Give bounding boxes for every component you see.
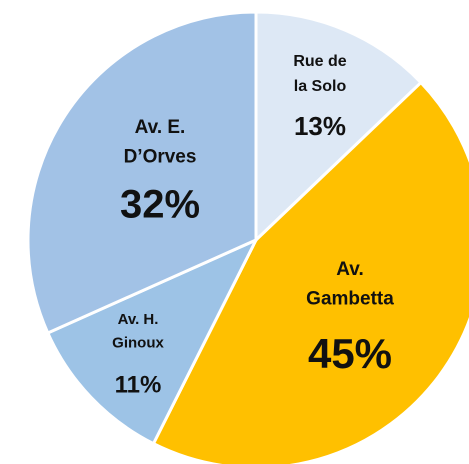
pie-slice (45, 236, 260, 446)
slice-value-label: 32% (120, 183, 200, 227)
pie-slice (254, 10, 424, 244)
slice-label: Av. Gambetta (306, 259, 394, 309)
slice-label: Av. H. Ginoux (112, 311, 164, 351)
slice-value-label: 45% (308, 330, 392, 377)
slice-label: Rue de la Solo (293, 53, 346, 95)
slice-label: Av. E. D’Orves (124, 117, 197, 167)
slice-value-label: 13% (294, 111, 346, 141)
slice-value-label: 11% (115, 371, 162, 398)
pie-slice (26, 10, 258, 335)
